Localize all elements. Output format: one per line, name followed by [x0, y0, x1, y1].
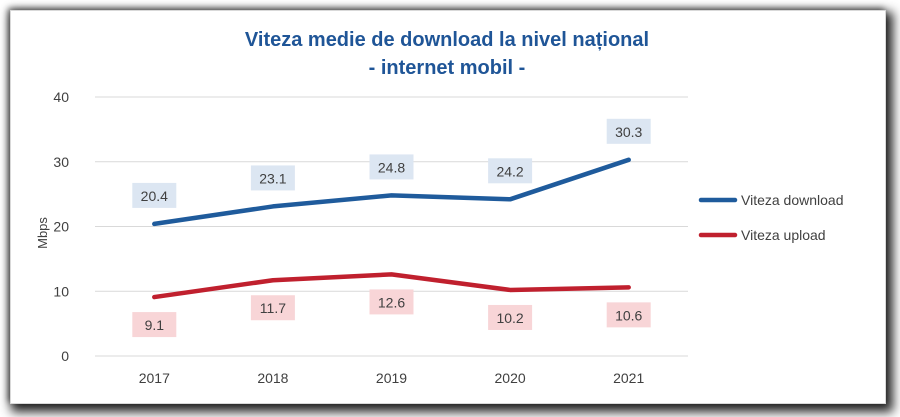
data-label-text: 10.6 — [615, 307, 642, 323]
series-line-download — [152, 157, 631, 227]
x-tick-label: 2021 — [613, 370, 644, 386]
data-label: 9.1 — [132, 312, 177, 338]
data-label-text: 24.2 — [496, 163, 523, 179]
data-label: 24.2 — [488, 158, 533, 184]
data-label-text: 23.1 — [259, 170, 286, 186]
chart-title-line-2: - internet mobil - — [369, 57, 526, 79]
data-label: 24.8 — [369, 154, 414, 180]
y-axis-label: Mbps — [35, 217, 50, 249]
data-label: 20.4 — [132, 182, 177, 208]
data-label-text: 12.6 — [378, 294, 405, 310]
x-tick-label: 2019 — [376, 370, 407, 386]
chart-title-line-1: Viteza medie de download la nivel națion… — [245, 29, 649, 51]
data-label-text: 20.4 — [141, 188, 168, 204]
data-label-background — [132, 312, 177, 338]
data-label-text: 10.2 — [496, 310, 523, 326]
line-chart: Viteza medie de download la nivel națion… — [35, 29, 843, 386]
x-tick-label: 2017 — [139, 370, 170, 386]
y-tick-label: 10 — [53, 283, 69, 299]
series-line-upload — [152, 272, 631, 300]
y-tick-label: 40 — [53, 89, 69, 105]
series — [152, 157, 631, 300]
data-label: 10.6 — [606, 302, 651, 328]
y-axis-ticks: 0 10 20 30 40 — [53, 89, 69, 364]
data-label-text: 9.1 — [145, 317, 165, 333]
data-label-text: 11.7 — [260, 300, 286, 316]
x-tick-label: 2020 — [495, 370, 526, 386]
chart-card: Viteza medie de download la nivel națion… — [10, 10, 886, 404]
data-labels: 20.4 23.1 24.8 24.2 30.3 9.1 11.7 12.6 10.2 10.6 — [132, 118, 651, 338]
y-tick-label: 20 — [53, 219, 69, 235]
chart-title: Viteza medie de download la nivel națion… — [245, 29, 649, 79]
data-label-background — [250, 295, 295, 321]
data-label: 10.2 — [488, 304, 533, 330]
legend-label-upload: Viteza upload — [741, 227, 826, 243]
data-label: 12.6 — [369, 289, 414, 315]
data-label: 30.3 — [606, 118, 651, 144]
y-tick-label: 0 — [61, 348, 69, 364]
data-label: 11.7 — [250, 295, 295, 321]
data-label-background — [606, 118, 651, 144]
data-label-background — [488, 304, 533, 330]
data-label-text: 30.3 — [615, 124, 642, 140]
y-tick-label: 30 — [53, 154, 69, 170]
x-tick-label: 2018 — [257, 370, 288, 386]
data-label-background — [369, 289, 414, 315]
data-label: 23.1 — [250, 165, 295, 191]
legend-label-download: Viteza download — [741, 192, 843, 208]
legend: Viteza download Viteza upload — [698, 192, 843, 243]
data-label-background — [132, 182, 177, 208]
data-label-background — [488, 158, 533, 184]
data-label-background — [250, 165, 295, 191]
gridlines — [95, 96, 688, 357]
x-axis-ticks: 2017 2018 2019 2020 2021 — [139, 370, 645, 386]
data-label-text: 24.8 — [378, 159, 405, 175]
data-label-background — [606, 302, 651, 328]
data-label-background — [369, 154, 414, 180]
